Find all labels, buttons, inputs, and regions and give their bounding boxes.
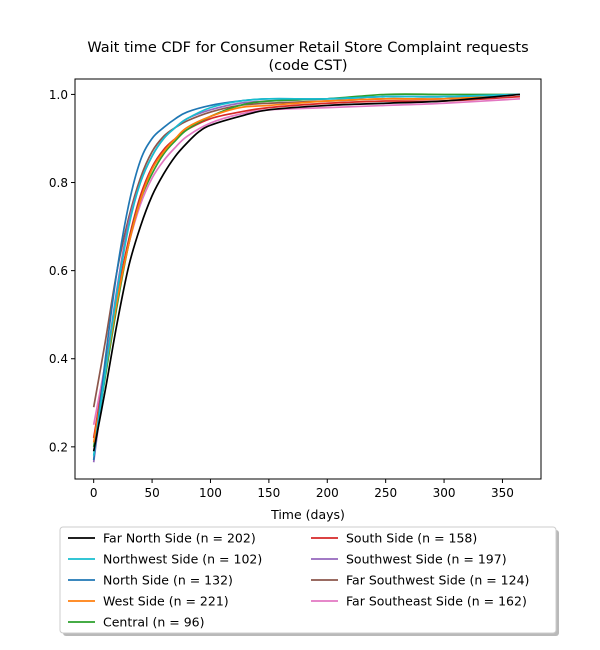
legend-entries: Far North Side (n = 202) Northwest Side (… [68, 531, 529, 630]
y-tick-label: 0.8 [49, 176, 68, 190]
series-lines [92, 93, 521, 463]
series-line-1 [92, 93, 521, 456]
legend-label: South Side (n = 158) [346, 531, 477, 546]
legend-box [59, 526, 557, 634]
x-tick-label: 50 [144, 486, 159, 500]
x-tick-label: 250 [374, 486, 397, 500]
legend-label: Southwest Side (n = 197) [346, 552, 507, 567]
series-line-0 [92, 93, 521, 452]
legend-entry: Central (n = 96) [68, 615, 205, 630]
legend-label: Northwest Side (n = 102) [103, 552, 262, 567]
y-axis-ticks: 0.2 0.4 0.6 0.8 1.0 [49, 88, 75, 454]
x-axis-label: Time (days) [270, 507, 345, 522]
legend-label: Central (n = 96) [103, 615, 205, 630]
legend-entry: Southwest Side (n = 197) [311, 552, 507, 567]
legend: Far North Side (n = 202) Northwest Side (… [59, 526, 559, 636]
x-tick-label: 300 [433, 486, 456, 500]
legend-entry: West Side (n = 221) [68, 594, 229, 609]
series-line-7 [92, 93, 521, 408]
legend-label: Far North Side (n = 202) [103, 531, 256, 546]
legend-entry: South Side (n = 158) [311, 531, 477, 546]
x-axis-ticks: 0 50 100 150 200 250 300 350 [90, 479, 514, 500]
series-line-3 [92, 93, 521, 443]
x-tick-label: 0 [90, 486, 98, 500]
x-tick-label: 150 [257, 486, 280, 500]
legend-label: North Side (n = 132) [103, 573, 233, 588]
legend-entry: Northwest Side (n = 102) [68, 552, 262, 567]
y-tick-label: 0.6 [49, 264, 68, 278]
x-tick-label: 100 [199, 486, 222, 500]
legend-label: Far Southwest Side (n = 124) [346, 573, 529, 588]
y-tick-label: 0.2 [49, 440, 68, 454]
legend-label: Far Southeast Side (n = 162) [346, 594, 527, 609]
legend-entry: Far Southeast Side (n = 162) [311, 594, 527, 609]
legend-entry: Far Southwest Side (n = 124) [311, 573, 529, 588]
series-line-6 [92, 93, 521, 463]
legend-entry: Far North Side (n = 202) [68, 531, 256, 546]
x-tick-label: 200 [316, 486, 339, 500]
x-tick-label: 350 [491, 486, 514, 500]
y-tick-label: 1.0 [49, 88, 68, 102]
chart-title-line1: Wait time CDF for Consumer Retail Store … [87, 40, 528, 56]
chart-title-line2: (code CST) [268, 58, 347, 74]
series-line-2 [92, 93, 521, 461]
legend-label: West Side (n = 221) [103, 594, 229, 609]
legend-entry: North Side (n = 132) [68, 573, 233, 588]
plot-frame [74, 78, 542, 480]
y-tick-label: 0.4 [49, 352, 68, 366]
